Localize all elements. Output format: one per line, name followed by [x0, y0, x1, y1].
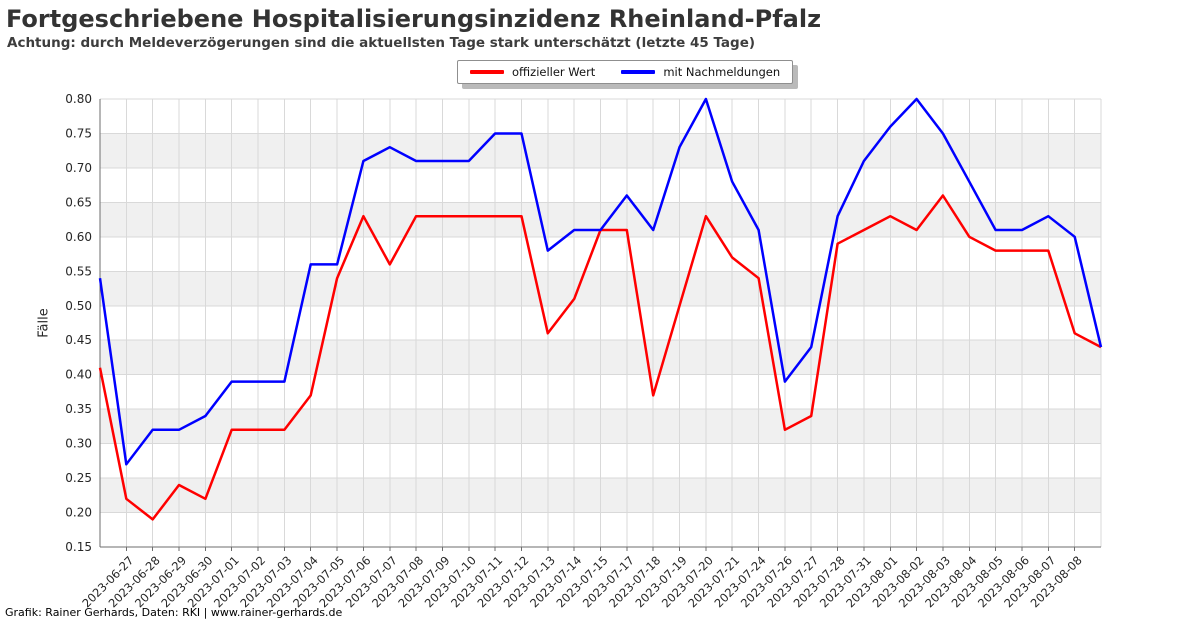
series-mit-nachmeldungen: [98, 97, 1103, 466]
svg-text:0.50: 0.50: [65, 299, 92, 313]
svg-text:0.15: 0.15: [65, 540, 92, 554]
svg-text:0.25: 0.25: [65, 471, 92, 485]
svg-text:0.40: 0.40: [65, 368, 92, 382]
legend-label-official: offizieller Wert: [512, 65, 596, 79]
gridlines: [100, 98, 1102, 548]
svg-text:0.60: 0.60: [65, 230, 92, 244]
svg-text:0.75: 0.75: [65, 126, 92, 140]
legend-swatch-red-line: [470, 70, 504, 74]
svg-text:0.35: 0.35: [65, 402, 92, 416]
svg-text:0.45: 0.45: [65, 333, 92, 347]
legend: offizieller Wert mit Nachmeldungen: [457, 60, 794, 84]
legend-swatch-blue-line: [621, 70, 656, 74]
legend-label-nachmeldungen: mit Nachmeldungen: [663, 65, 781, 79]
legend-item-official: offizieller Wert: [470, 65, 595, 79]
axes: [99, 99, 1101, 551]
svg-text:0.30: 0.30: [65, 437, 92, 451]
svg-text:0.20: 0.20: [65, 506, 92, 520]
svg-text:0.65: 0.65: [65, 195, 92, 209]
footer-credit: Grafik: Rainer Gerhards, Daten: RKI | ww…: [5, 606, 343, 619]
chart-title: Fortgeschriebene Hospitalisierungsinzide…: [6, 5, 822, 33]
svg-text:0.80: 0.80: [65, 92, 92, 106]
chart-subtitle: Achtung: durch Meldeverzögerungen sind d…: [7, 35, 756, 51]
x-tick-labels: 2023-06-272023-06-282023-06-292023-06-30…: [79, 553, 1084, 610]
svg-text:0.70: 0.70: [65, 161, 92, 175]
legend-item-nachmeldungen: mit Nachmeldungen: [621, 65, 780, 79]
y-tick-labels: 0.15 0.20 0.25 0.30 0.35 0.40 0.45 0.50 0.55 0.60…: [65, 92, 92, 554]
svg-text:0.55: 0.55: [65, 264, 92, 278]
